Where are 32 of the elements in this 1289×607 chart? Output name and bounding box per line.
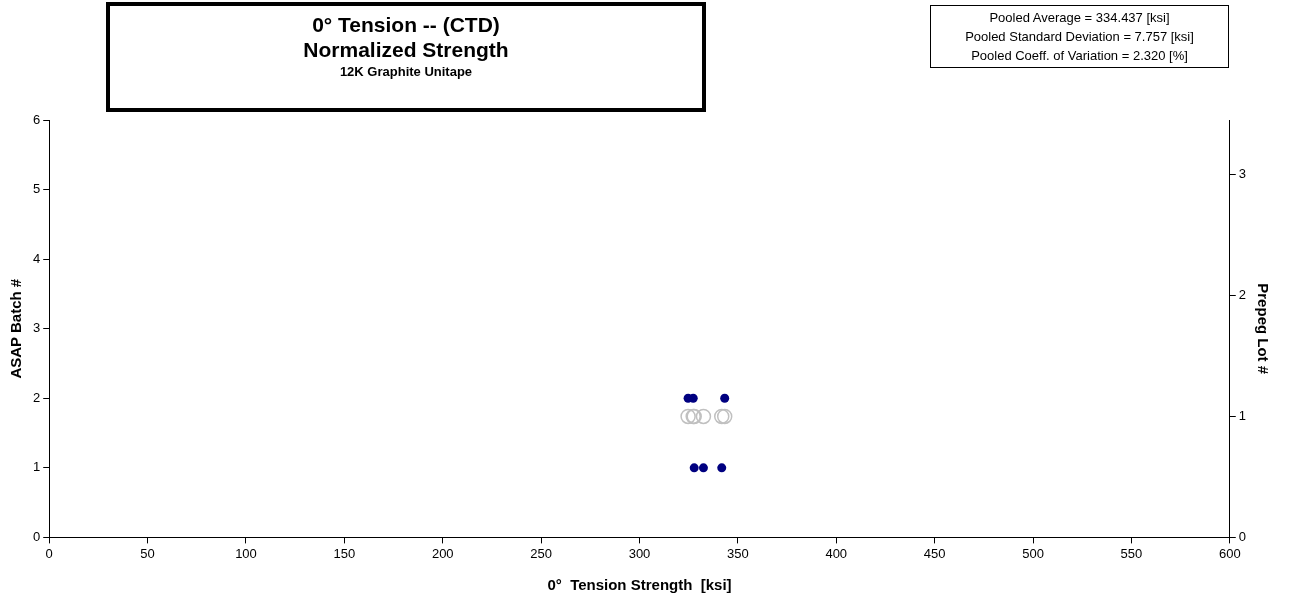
- y2-axis-title: Prepeg Lot #: [1254, 283, 1272, 375]
- y2-tick-label: 3: [1238, 166, 1246, 182]
- y-axis-title: ASAP Batch #: [7, 278, 25, 379]
- y2-tick-label: 2: [1238, 287, 1246, 303]
- x-tick-label: 300: [628, 545, 651, 561]
- y-tick-label: 4: [33, 250, 41, 266]
- y-tick-label: 2: [33, 389, 41, 405]
- chart-subtitle: 12K Graphite Unitape: [338, 64, 474, 79]
- y2-tick-label: 1: [1238, 407, 1246, 423]
- x-tick-label: 500: [1022, 545, 1044, 561]
- text: Pooled Coeff. of Variation = 2.320 [%]: [970, 47, 1189, 65]
- x-tick-label: 400: [825, 545, 848, 561]
- x-tick-label: 550: [1120, 545, 1143, 561]
- y-tick-label: 3: [33, 320, 41, 336]
- x-tick-label: 100: [235, 545, 257, 561]
- x-tick-label: 150: [333, 545, 356, 561]
- y-tick-label: 0: [33, 528, 41, 544]
- x-tick-label: 250: [530, 545, 552, 561]
- y-tick-label: 6: [33, 111, 41, 127]
- x-tick-label: 350: [727, 545, 749, 561]
- chart-title: 0° Tension -- (CTD) Normalized Strength: [302, 12, 510, 62]
- x-tick-label: 0: [45, 545, 53, 561]
- y2-tick-label: 0: [1238, 528, 1246, 544]
- x-tick-label: 600: [1218, 545, 1241, 561]
- x-tick-label: 200: [431, 545, 454, 561]
- text: Pooled Average = 334.437 [ksi]: [988, 9, 1171, 27]
- x-axis-title: 0° Tension Strength [ksi]: [547, 576, 732, 594]
- text: Pooled Standard Deviation = 7.757 [ksi]: [964, 28, 1195, 46]
- y-tick-label: 1: [33, 459, 41, 475]
- x-tick-label: 450: [923, 545, 946, 561]
- x-tick-label: 50: [140, 545, 155, 561]
- y-tick-label: 5: [33, 181, 41, 197]
